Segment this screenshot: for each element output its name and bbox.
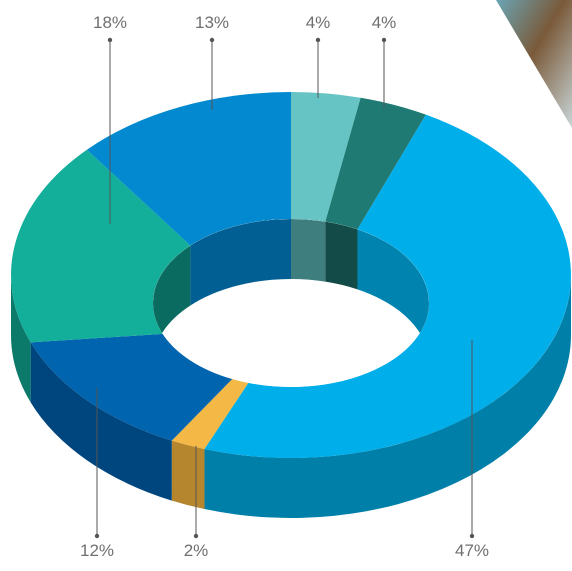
leader-dot-5 <box>107 37 113 43</box>
slice-inner-wall-1 <box>325 221 358 290</box>
slice-side-5 <box>11 275 31 403</box>
slice-side-2 <box>204 275 572 518</box>
slice-side-4 <box>30 342 172 501</box>
slice-6 <box>86 92 291 246</box>
slice-label-4: 12% <box>80 541 114 560</box>
slice-1 <box>325 97 426 230</box>
leader-dot-2 <box>469 533 475 539</box>
slice-label-1: 4% <box>372 13 397 32</box>
slice-inner-wall-6 <box>190 219 291 306</box>
slice-side-3 <box>171 440 205 510</box>
leader-dot-6 <box>209 37 215 43</box>
slice-label-5: 18% <box>93 13 127 32</box>
leader-dot-1 <box>381 37 387 43</box>
slice-3 <box>171 379 249 450</box>
leader-dot-4 <box>94 533 100 539</box>
photo-corner-image <box>496 0 572 128</box>
slice-inner-wall-0 <box>291 219 326 282</box>
slice-label-2: 47% <box>455 541 489 560</box>
leader-dot-0 <box>315 37 321 43</box>
slice-5 <box>10 149 191 343</box>
slice-inner-wall-5 <box>153 245 191 363</box>
slice-inner-wall-2 <box>357 229 429 363</box>
slice-2 <box>204 114 571 458</box>
leader-dot-3 <box>193 533 199 539</box>
slice-label-0: 4% <box>306 13 331 32</box>
slice-label-6: 13% <box>195 13 229 32</box>
slice-label-3: 2% <box>184 541 209 560</box>
slice-0 <box>291 92 361 222</box>
slice-4 <box>30 333 233 441</box>
